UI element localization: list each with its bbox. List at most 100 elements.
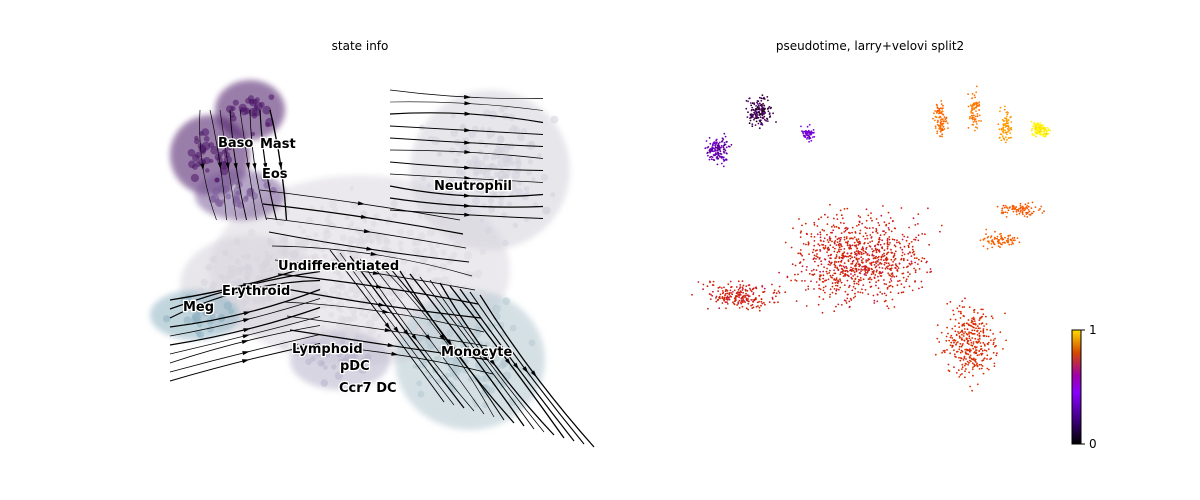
pseudotime-point <box>857 280 860 283</box>
pseudotime-point <box>976 127 979 129</box>
pseudotime-point <box>969 339 972 342</box>
pseudotime-point <box>875 227 878 230</box>
pseudotime-point <box>1042 133 1044 136</box>
pseudotime-point <box>864 267 867 270</box>
pseudotime-point <box>866 272 869 274</box>
cell-point <box>450 113 456 119</box>
pseudotime-point <box>968 324 971 327</box>
pseudotime-point <box>778 285 781 288</box>
pseudotime-point <box>993 243 996 246</box>
pseudotime-point <box>864 232 867 235</box>
pseudotime-point <box>819 270 821 273</box>
pseudotime-point <box>992 341 995 344</box>
pseudotime-point <box>972 347 975 350</box>
cell-point <box>436 355 443 361</box>
pseudotime-point <box>750 299 753 301</box>
cell-point <box>194 138 200 145</box>
pseudotime-point <box>711 294 714 297</box>
cell-point <box>215 199 223 207</box>
cell-point <box>234 266 244 276</box>
pseudotime-point <box>724 149 727 152</box>
pseudotime-point <box>839 209 842 212</box>
pseudotime-point <box>1036 132 1038 135</box>
cell-point <box>487 135 492 139</box>
pseudotime-point <box>979 239 982 242</box>
colorbar: 1 0 <box>1071 323 1097 451</box>
cell-point <box>487 176 496 185</box>
cell-point <box>440 249 447 256</box>
cluster-label: Undifferentiated <box>278 259 399 274</box>
pseudotime-point <box>719 141 721 144</box>
pseudotime-point <box>890 280 893 282</box>
pseudotime-point <box>980 363 983 366</box>
pseudotime-point <box>829 264 831 266</box>
pseudotime-point <box>744 295 747 297</box>
pseudotime-point <box>874 266 877 269</box>
pseudotime-point <box>885 256 888 259</box>
pseudotime-point <box>1010 126 1013 129</box>
cell-point <box>314 308 319 314</box>
pseudotime-point <box>845 265 847 268</box>
pseudotime-point <box>801 265 804 268</box>
pseudotime-point <box>761 114 764 116</box>
pseudotime-point <box>1005 216 1008 218</box>
streamline-arrow <box>463 193 472 198</box>
pseudotime-point <box>854 292 856 295</box>
pseudotime-point <box>877 243 880 246</box>
pseudotime-point <box>891 238 894 241</box>
pseudotime-point <box>877 264 879 266</box>
cell-point <box>417 202 422 207</box>
pseudotime-point <box>861 265 864 268</box>
pseudotime-point <box>969 385 971 388</box>
pseudotime-point <box>961 363 964 366</box>
cell-point <box>240 254 246 259</box>
pseudotime-point <box>955 334 958 337</box>
pseudotime-point <box>969 354 972 357</box>
pseudotime-point <box>912 250 915 253</box>
pseudotime-point <box>850 266 852 269</box>
streamline-arrow <box>489 359 496 367</box>
pseudotime-point <box>763 301 765 304</box>
pseudotime-point <box>958 310 960 313</box>
cell-point <box>397 240 404 247</box>
pseudotime-point <box>1033 123 1035 126</box>
pseudotime-point <box>824 285 827 288</box>
cell-point <box>373 213 381 220</box>
pseudotime-point <box>859 264 861 267</box>
pseudotime-point <box>853 271 856 274</box>
pseudotime-point <box>871 248 873 250</box>
cell-point <box>233 238 241 246</box>
pseudotime-point <box>857 215 860 217</box>
pseudotime-point <box>831 285 834 288</box>
streamline-arrow <box>522 366 529 374</box>
pseudotime-point <box>996 237 998 240</box>
pseudotime-point <box>849 297 852 300</box>
pseudotime-point <box>820 216 823 219</box>
cell-point <box>363 280 369 286</box>
pseudotime-point <box>968 343 970 345</box>
streamline-arrow <box>464 165 472 170</box>
pseudotime-point <box>720 162 723 165</box>
pseudotime-point <box>813 135 816 138</box>
pseudotime-point <box>835 255 838 258</box>
pseudotime-point <box>804 289 807 291</box>
cell-point <box>305 216 313 224</box>
pseudotime-point <box>766 117 768 120</box>
pseudotime-point <box>928 243 930 246</box>
pseudotime-point <box>934 110 936 112</box>
cell-point <box>234 258 241 265</box>
pseudotime-point <box>986 367 989 370</box>
cell-point <box>506 155 513 162</box>
pseudotime-point <box>1006 122 1008 125</box>
pseudotime-point <box>808 123 811 126</box>
cell-point <box>195 161 202 168</box>
pseudotime-point <box>855 270 858 273</box>
pseudotime-point <box>834 260 836 263</box>
cell-point <box>509 324 517 332</box>
cell-point <box>310 283 319 292</box>
pseudotime-point <box>970 319 973 322</box>
pseudotime-point <box>945 335 948 338</box>
right-cell-points <box>691 85 1051 392</box>
cell-point <box>352 291 360 299</box>
pseudotime-point <box>759 113 762 116</box>
